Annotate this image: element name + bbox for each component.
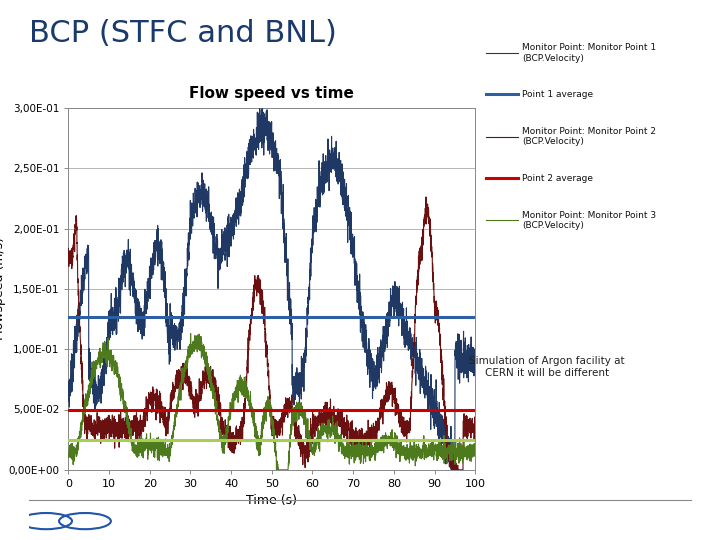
Text: Point 2 average: Point 2 average (522, 174, 593, 183)
Text: Point 1 average: Point 1 average (522, 90, 593, 99)
X-axis label: Time (s): Time (s) (246, 495, 297, 508)
Text: BCP (STFC and BNL): BCP (STFC and BNL) (29, 19, 337, 48)
Text: Simulation of Argon facility at
CERN it will be different: Simulation of Argon facility at CERN it … (469, 356, 625, 378)
Text: Monitor Point: Monitor Point 2
(BCP.Velocity): Monitor Point: Monitor Point 2 (BCP.Velo… (522, 127, 656, 146)
Title: Flow speed vs time: Flow speed vs time (189, 86, 354, 102)
Text: Monitor Point: Monitor Point 1
(BCP.Velocity): Monitor Point: Monitor Point 1 (BCP.Velo… (522, 43, 656, 63)
Y-axis label: Flowspeed (m/s): Flowspeed (m/s) (0, 238, 6, 340)
Text: Monitor Point: Monitor Point 3
(BCP.Velocity): Monitor Point: Monitor Point 3 (BCP.Velo… (522, 211, 656, 230)
